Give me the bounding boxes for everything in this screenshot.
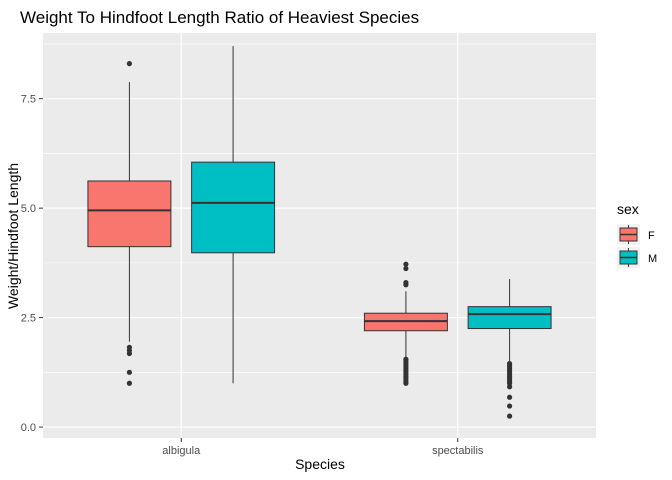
chart-title: Weight To Hindfoot Length Ratio of Heavi… bbox=[20, 8, 419, 27]
grid-lines bbox=[43, 33, 596, 438]
legend-title: sex bbox=[617, 201, 639, 217]
box-albigula-M bbox=[191, 46, 276, 384]
outlier-point bbox=[403, 265, 409, 272]
x-axis-title: Species bbox=[295, 456, 345, 472]
legend: sex FM bbox=[617, 201, 657, 268]
outlier-point bbox=[506, 394, 513, 400]
y-tick-label: 5.0 bbox=[21, 203, 36, 215]
axes: 0.0 2.5 5.0 7.5 albigula spectabilis bbox=[21, 94, 484, 457]
legend-item-M: M bbox=[617, 247, 657, 268]
legend-label: M bbox=[648, 253, 657, 265]
outlier-point bbox=[506, 413, 513, 419]
outlier-point bbox=[403, 261, 409, 267]
outlier-point bbox=[126, 369, 133, 375]
y-tick-label: 7.5 bbox=[21, 94, 36, 106]
box-iqr bbox=[191, 161, 276, 254]
y-axis-title: Weight/Hindfoot Length bbox=[5, 163, 21, 309]
y-tick-label: 0.0 bbox=[21, 422, 36, 434]
box-spectabilis-M bbox=[467, 279, 552, 419]
box-marks bbox=[87, 46, 552, 419]
x-tick-label: albigula bbox=[162, 445, 201, 457]
outlier-point bbox=[506, 384, 513, 390]
box-iqr bbox=[87, 180, 172, 248]
outlier-point bbox=[403, 282, 409, 288]
box-albigula-F bbox=[87, 61, 172, 386]
outlier-point bbox=[506, 403, 513, 409]
outlier-point bbox=[403, 380, 409, 386]
legend-label: F bbox=[648, 230, 655, 242]
outlier-point bbox=[126, 350, 133, 357]
x-tick-label: spectabilis bbox=[432, 445, 484, 457]
outlier-point bbox=[126, 61, 133, 67]
legend-item-F: F bbox=[617, 224, 655, 245]
box-iqr bbox=[467, 306, 552, 330]
y-tick-label: 2.5 bbox=[21, 313, 36, 325]
box-spectabilis-F bbox=[363, 261, 448, 386]
outlier-point bbox=[126, 380, 133, 386]
